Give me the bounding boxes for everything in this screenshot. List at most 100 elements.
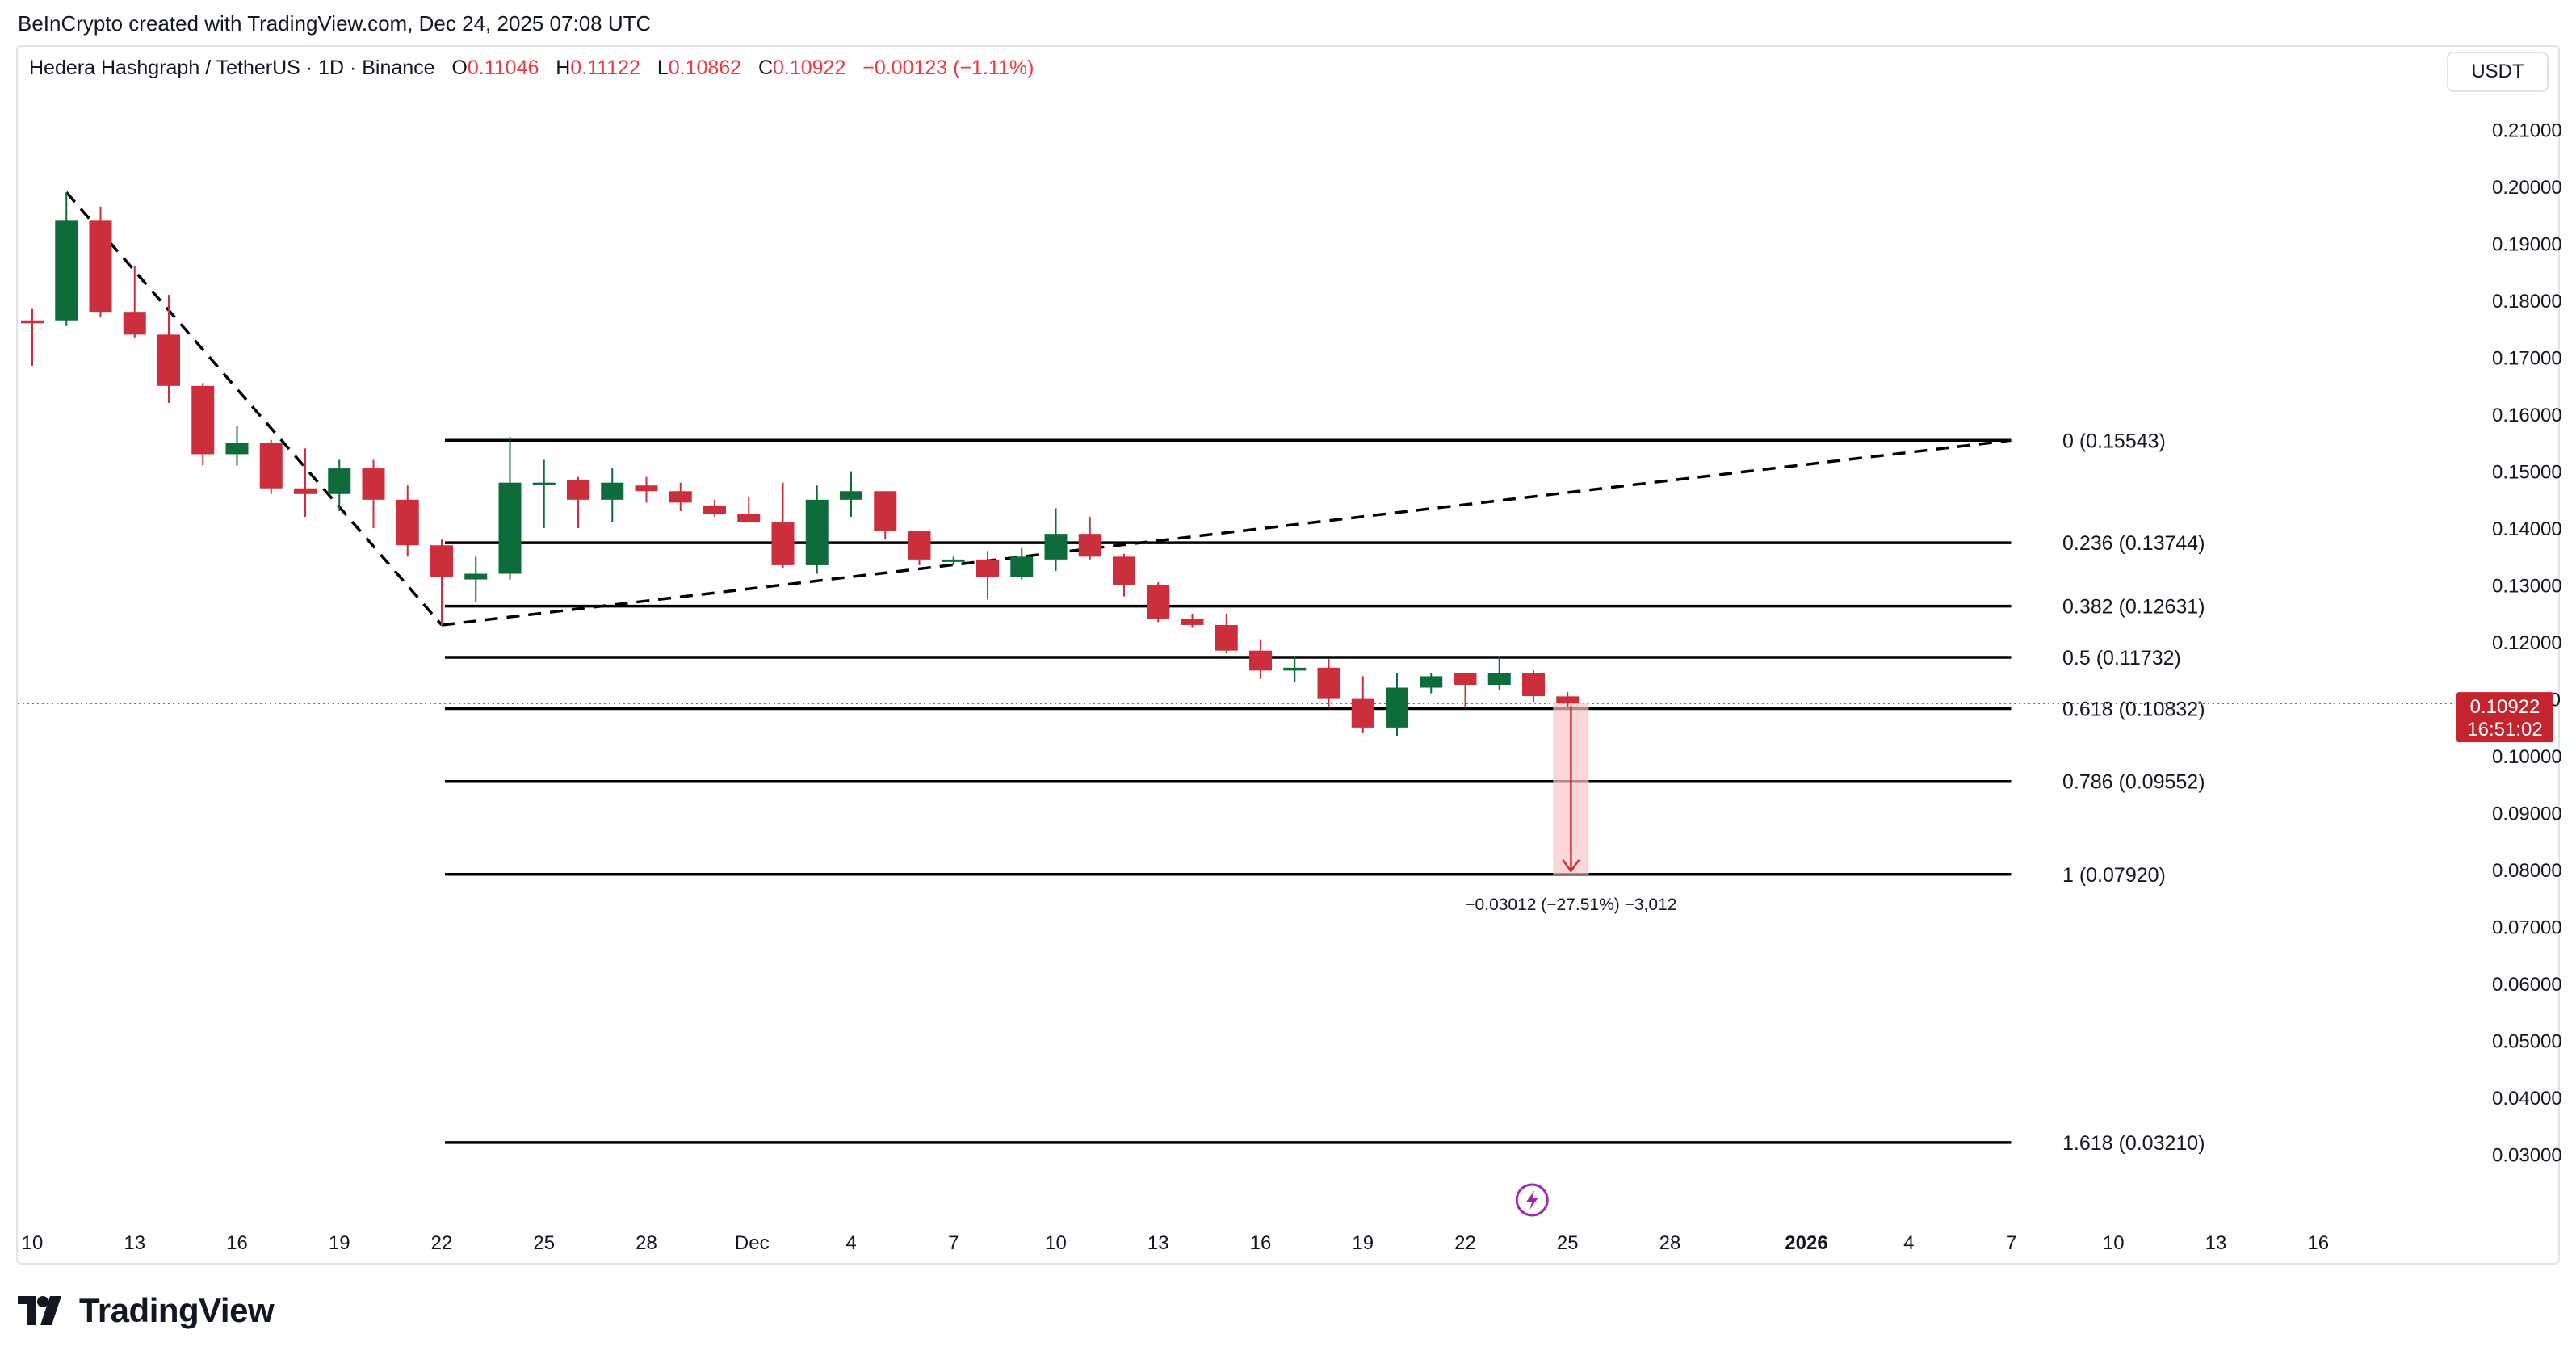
low-label: L: [657, 57, 669, 79]
candle-body-down[interactable]: [669, 491, 692, 503]
y-axis-tick-label: 0.12000: [2492, 632, 2562, 654]
candle-body-up[interactable]: [532, 482, 556, 485]
x-axis-tick-label: 2026: [1785, 1232, 1827, 1254]
close-label: C: [757, 57, 773, 79]
candle-body-up[interactable]: [498, 482, 522, 574]
candle-body-down[interactable]: [737, 514, 761, 523]
fib-level-label: 0.5 (0.11732): [2062, 647, 2181, 669]
candle-body-down[interactable]: [1522, 673, 1545, 697]
candle-body-up[interactable]: [840, 491, 862, 500]
y-axis-tick-label: 0.20000: [2492, 177, 2562, 199]
x-axis-tick-label: Dec: [735, 1232, 770, 1254]
currency-button[interactable]: USDT: [2447, 52, 2549, 92]
y-axis-tick-label: 0.16000: [2492, 405, 2562, 426]
candle-body-down[interactable]: [123, 312, 146, 335]
candle-body-up[interactable]: [328, 468, 351, 494]
candle-body-down[interactable]: [1454, 673, 1477, 685]
candle-body-down[interactable]: [21, 320, 44, 324]
y-axis-tick-label: 0.07000: [2492, 917, 2562, 939]
candle-body-down[interactable]: [1249, 650, 1272, 671]
y-axis-tick-label: 0.17000: [2492, 348, 2562, 370]
candle-body-up[interactable]: [601, 482, 624, 500]
candle-body-down[interactable]: [89, 220, 112, 313]
candle-body-down[interactable]: [1351, 698, 1374, 728]
candle-body-down[interactable]: [976, 559, 999, 577]
y-axis-tick-label: 0.05000: [2492, 1031, 2562, 1053]
x-axis-tick-label: 10: [22, 1232, 44, 1254]
x-axis-tick-label: 16: [1250, 1232, 1272, 1254]
measure-label: −0.03012 (−27.51%) −3,012: [1465, 896, 1676, 914]
candle-body-down[interactable]: [1181, 619, 1204, 625]
current-price-tag: [2456, 692, 2553, 743]
high-label: H: [556, 57, 571, 79]
candle-body-up[interactable]: [1010, 556, 1034, 577]
candle-body-down[interactable]: [771, 522, 795, 565]
fib-level-label: 0.618 (0.10832): [2062, 698, 2205, 720]
candle-body-down[interactable]: [294, 488, 317, 494]
candle-body-up[interactable]: [1283, 667, 1307, 671]
candle-body-down[interactable]: [1556, 696, 1580, 704]
y-axis-tick-label: 0.13000: [2492, 576, 2562, 598]
high-value: 0.11122: [570, 57, 640, 79]
tradingview-logo-icon: [18, 1296, 61, 1325]
candle-body-down[interactable]: [567, 480, 589, 500]
open-label: O: [451, 57, 468, 79]
tradingview-logo[interactable]: TradingView: [18, 1290, 275, 1331]
fib-level-label: 1.618 (0.03210): [2062, 1132, 2205, 1155]
candle-body-up[interactable]: [464, 573, 488, 580]
candle-body-up[interactable]: [55, 220, 78, 321]
trend-line-dashed[interactable]: [441, 438, 2012, 627]
candle-body-up[interactable]: [805, 499, 829, 565]
candle-body-down[interactable]: [908, 531, 931, 560]
candle-body-down[interactable]: [259, 443, 283, 489]
candle-body-down[interactable]: [703, 505, 726, 514]
x-axis-tick-label: 7: [2006, 1232, 2016, 1254]
x-axis-tick-label: 16: [2307, 1232, 2329, 1254]
y-axis-tick-label: 0.04000: [2492, 1088, 2562, 1110]
y-axis-tick-label: 0.10000: [2492, 746, 2562, 768]
y-axis-tick-label: 0.21000: [2492, 120, 2562, 142]
x-axis-tick-label: 22: [431, 1232, 453, 1254]
x-axis-tick-label: 19: [329, 1232, 350, 1254]
candle-body-down[interactable]: [1078, 534, 1101, 557]
candle-body-down[interactable]: [191, 385, 215, 455]
candle-body-up[interactable]: [1386, 687, 1408, 728]
candle-body-down[interactable]: [1147, 585, 1170, 619]
y-axis-tick-label: 0.14000: [2492, 518, 2562, 540]
candle-body-up[interactable]: [225, 443, 249, 455]
candle-body-up[interactable]: [942, 559, 965, 562]
x-axis-tick-label: 10: [2103, 1232, 2125, 1254]
close-value: 0.10922: [773, 57, 846, 79]
candle-body-down[interactable]: [157, 334, 180, 386]
candle-body-down[interactable]: [1215, 624, 1238, 651]
x-axis-tick-label: 28: [1659, 1232, 1681, 1254]
trend-line-dashed[interactable]: [65, 191, 443, 627]
candle-body-down[interactable]: [396, 499, 419, 546]
fib-level-label: 0.786 (0.09552): [2062, 771, 2205, 794]
symbol-name[interactable]: Hedera Hashgraph / TetherUS · 1D · Binan…: [29, 57, 435, 79]
measure-arrow-head: [1562, 859, 1580, 873]
candle-body-down[interactable]: [430, 545, 453, 577]
x-axis-tick-label: 4: [845, 1232, 856, 1254]
fib-level-label: 0 (0.15543): [2062, 430, 2166, 452]
open-value: 0.11046: [467, 57, 539, 79]
candle-body-down[interactable]: [635, 485, 658, 492]
x-axis-tick-label: 28: [636, 1232, 657, 1254]
y-axis-tick-label: 0.18000: [2492, 291, 2562, 313]
candle-body-up[interactable]: [1044, 534, 1068, 560]
x-axis-tick-label: 25: [1557, 1232, 1579, 1254]
candle-body-down[interactable]: [1317, 667, 1340, 699]
y-axis-tick-label: 0.09000: [2492, 803, 2562, 825]
candle-body-up[interactable]: [1420, 676, 1443, 688]
candle-body-down[interactable]: [874, 491, 897, 531]
fib-level-label: 0.382 (0.12631): [2062, 596, 2205, 619]
candle-body-down[interactable]: [362, 468, 385, 500]
low-value: 0.10862: [668, 57, 742, 79]
created-with-caption: BeInCrypto created with TradingView.com,…: [18, 11, 652, 36]
y-axis-tick-label: 0.03000: [2492, 1145, 2562, 1167]
candle-body-down[interactable]: [1113, 556, 1135, 585]
candle-body-up[interactable]: [1487, 673, 1511, 685]
x-axis-tick-label: 22: [1454, 1232, 1476, 1254]
current-price-tag-value: 0.10922: [2470, 696, 2540, 718]
